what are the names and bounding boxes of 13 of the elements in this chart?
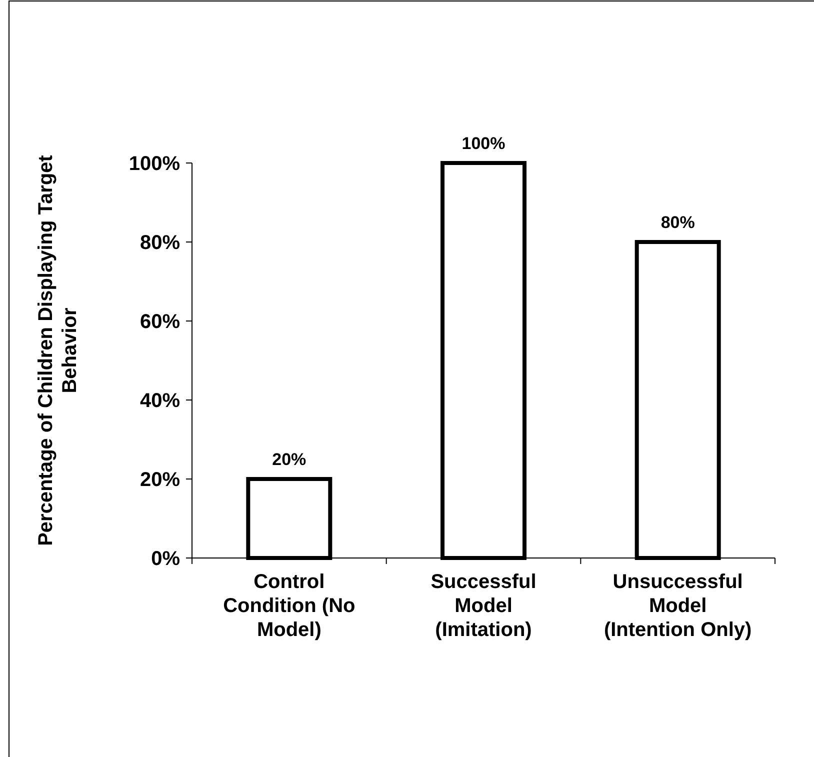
- y-axis-title: Percentage of Children Displaying Target Behavior: [35, 154, 81, 546]
- y-tick-label: 20%: [140, 469, 180, 491]
- x-tick-label: Control Condition (No Model): [223, 571, 356, 641]
- y-tick-label: 100%: [128, 153, 180, 175]
- y-tick-label: 0%: [151, 548, 180, 570]
- data-label: 100%: [462, 134, 506, 153]
- data-label: 20%: [272, 450, 306, 469]
- data-label: 80%: [660, 213, 695, 232]
- y-tick-label: 60%: [140, 311, 180, 333]
- x-tick-label: Unsuccessful Model (Intention Only): [604, 571, 752, 641]
- x-tick-label: Successful Model (Imitation): [430, 571, 536, 641]
- y-tick-label: 80%: [140, 232, 180, 254]
- y-tick-label: 40%: [140, 390, 180, 412]
